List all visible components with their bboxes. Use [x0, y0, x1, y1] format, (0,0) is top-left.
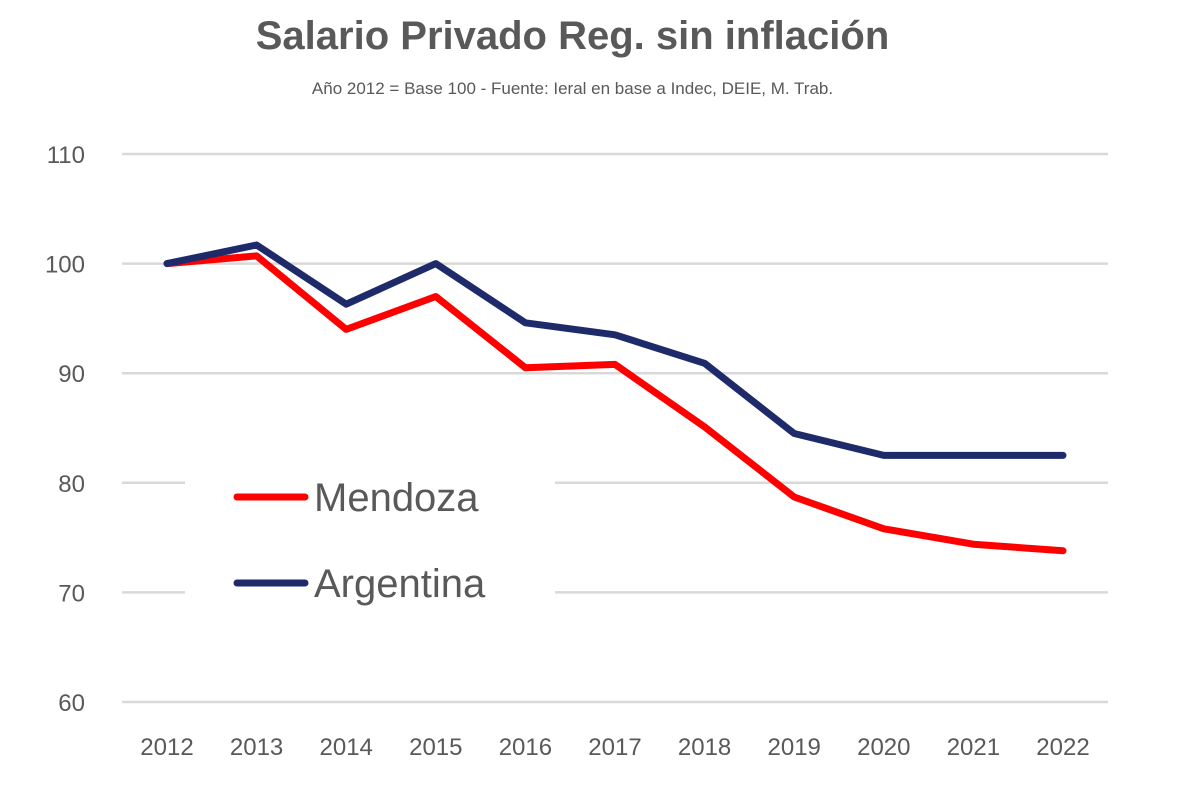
- x-tick-label: 2017: [588, 734, 641, 761]
- x-tick-label: 2012: [140, 734, 193, 761]
- x-tick-label: 2016: [499, 734, 552, 761]
- y-tick-label: 90: [58, 361, 85, 388]
- gridlines: [122, 152, 1108, 704]
- x-axis: 2012 2013 2014 2015 2016 2017 2018 2019 2020 2021…: [140, 734, 1089, 761]
- series-line-argentina: [163, 241, 1067, 459]
- x-tick-label: 2020: [857, 734, 910, 761]
- x-tick-label: 2019: [768, 734, 821, 761]
- y-tick-label: 60: [58, 690, 85, 717]
- y-tick-label: 110: [47, 142, 85, 169]
- y-tick-label: 70: [58, 580, 85, 607]
- chart-subtitle: Año 2012 = Base 100 - Fuente: Ieral en b…: [311, 79, 834, 98]
- x-tick-label: 2018: [678, 734, 731, 761]
- legend-label-mendoza: Mendoza: [314, 476, 479, 520]
- x-tick-label: 2022: [1036, 734, 1089, 761]
- x-tick-label: 2021: [947, 734, 1000, 761]
- x-tick-label: 2015: [409, 734, 462, 761]
- series-lines: [163, 241, 1067, 555]
- chart-title: Salario Privado Reg. sin inflación: [255, 14, 890, 58]
- y-tick-label: 100: [45, 252, 85, 279]
- y-axis: 60 70 80 90 100 110: [45, 142, 85, 717]
- legend: Mendoza Argentina: [185, 462, 555, 616]
- legend-label-argentina: Argentina: [314, 562, 486, 606]
- x-tick-label: 2014: [320, 734, 373, 761]
- y-tick-label: 80: [58, 471, 85, 498]
- x-tick-label: 2013: [230, 734, 283, 761]
